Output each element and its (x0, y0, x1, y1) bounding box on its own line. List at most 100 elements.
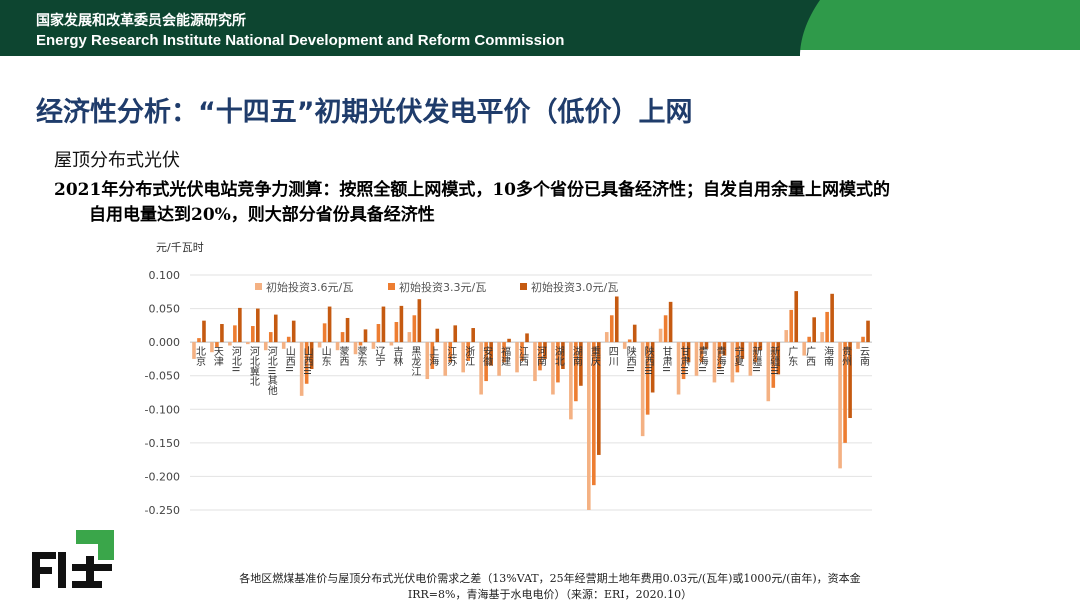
bar (668, 301, 673, 343)
y-tick-label: -0.200 (145, 470, 180, 483)
bar (556, 342, 560, 383)
bar (435, 328, 440, 343)
bar (843, 342, 847, 443)
category-label: 河南 (534, 346, 546, 366)
category-label: 广西 (804, 346, 816, 366)
bar (453, 325, 458, 343)
bar (543, 342, 547, 359)
category-label: 河北冀北 (247, 346, 259, 386)
category-label: 河北II (229, 346, 241, 372)
category-label: 海南 (822, 345, 834, 366)
category-label: 山西II (283, 346, 295, 372)
bar (268, 332, 273, 343)
bar (202, 320, 206, 343)
bar (443, 342, 448, 376)
bar (825, 311, 829, 343)
bar (740, 342, 745, 359)
bar (525, 333, 529, 343)
bar (574, 342, 578, 402)
category-label: 北京 (193, 346, 205, 367)
eri-logo-icon (32, 530, 114, 588)
category-label: 福建 (499, 345, 511, 366)
header-dark-panel (0, 0, 820, 56)
legend-label: 初始投资3.3元/瓦 (399, 280, 486, 294)
bar (856, 342, 860, 349)
org-name-en: Energy Research Institute National Devel… (36, 32, 565, 49)
category-label: 新疆II (750, 345, 762, 372)
bar (753, 342, 758, 363)
category-label: 湖南 (570, 346, 582, 366)
legend-swatch (388, 283, 395, 290)
bar (281, 342, 286, 349)
bar (627, 339, 632, 343)
bar (776, 342, 781, 375)
bar (461, 342, 465, 373)
y-tick-label: -0.150 (145, 437, 180, 450)
bar (197, 338, 201, 343)
y-tick-label: 0.000 (149, 336, 181, 349)
legend-label: 初始投资3.0元/瓦 (531, 280, 618, 294)
bar (340, 332, 345, 343)
header-banner (0, 0, 1080, 62)
bar (286, 336, 291, 343)
y-tick-label: 0.100 (149, 269, 181, 282)
bar (233, 325, 237, 343)
bar (376, 324, 381, 343)
bar (830, 293, 834, 343)
bar (489, 342, 493, 366)
bar (650, 342, 655, 393)
category-label: 山东 (319, 346, 331, 366)
bar (479, 342, 483, 395)
bar (317, 342, 322, 348)
category-label: 青海II (696, 345, 708, 372)
category-label: 广东 (786, 346, 798, 366)
bar (399, 305, 404, 343)
bar (371, 342, 376, 349)
bar (551, 342, 555, 395)
bar (820, 332, 824, 343)
bar (291, 320, 296, 343)
category-label: 蒙西 (337, 345, 349, 366)
bar (417, 299, 422, 343)
bar (812, 317, 816, 343)
bar (861, 336, 865, 343)
bar (322, 323, 327, 343)
category-label: 甘肃III (678, 345, 690, 375)
bar (228, 342, 232, 346)
category-label: 蒙东 (355, 345, 367, 366)
bar (807, 336, 811, 343)
bar (622, 342, 627, 349)
bar (210, 342, 214, 353)
category-label: 重庆 (588, 345, 600, 367)
category-label: 上海 (427, 346, 439, 367)
bar (412, 315, 417, 343)
bar (273, 314, 278, 343)
bar (381, 306, 386, 343)
bar (353, 342, 358, 355)
bar (766, 342, 771, 402)
bar (587, 342, 591, 510)
bar (704, 342, 709, 349)
bar (246, 342, 250, 345)
bar (520, 342, 524, 361)
bar (220, 324, 224, 343)
bar (538, 342, 542, 371)
bar (256, 308, 260, 343)
bar (730, 342, 735, 383)
bar (304, 342, 309, 384)
bar (802, 342, 806, 356)
bar (645, 342, 650, 415)
y-axis-unit-label: 元/千瓦时 (156, 241, 204, 254)
bar (681, 342, 686, 380)
description-line-1: 2021年分布式光伏电站竞争力测算：按照全额上网模式，10多个省份已具备经济性；… (54, 180, 890, 200)
source-note: 各地区燃煤基准价与屋顶分布式光伏电价需求之差（13%VAT，25年经营期土地年费… (160, 571, 940, 603)
bar (497, 342, 501, 376)
bar (238, 307, 242, 343)
category-label: 江苏 (445, 346, 457, 367)
bar (722, 342, 727, 356)
bar (569, 342, 573, 420)
source-note-line-2: IRR=8%，青海基于水电电价）（来源：ERI，2020.10） (407, 588, 693, 601)
bar (263, 342, 268, 351)
bar (604, 332, 609, 343)
bar (561, 342, 565, 369)
